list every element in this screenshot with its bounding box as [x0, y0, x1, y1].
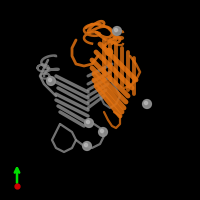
- Circle shape: [47, 77, 55, 85]
- Circle shape: [99, 128, 107, 136]
- Circle shape: [143, 100, 151, 108]
- Circle shape: [113, 27, 121, 35]
- Circle shape: [48, 78, 52, 82]
- Circle shape: [83, 142, 91, 150]
- Circle shape: [85, 119, 93, 127]
- Circle shape: [105, 48, 113, 56]
- Circle shape: [114, 28, 118, 32]
- Circle shape: [84, 143, 88, 147]
- Circle shape: [86, 120, 90, 124]
- Circle shape: [144, 101, 148, 105]
- Circle shape: [100, 129, 104, 133]
